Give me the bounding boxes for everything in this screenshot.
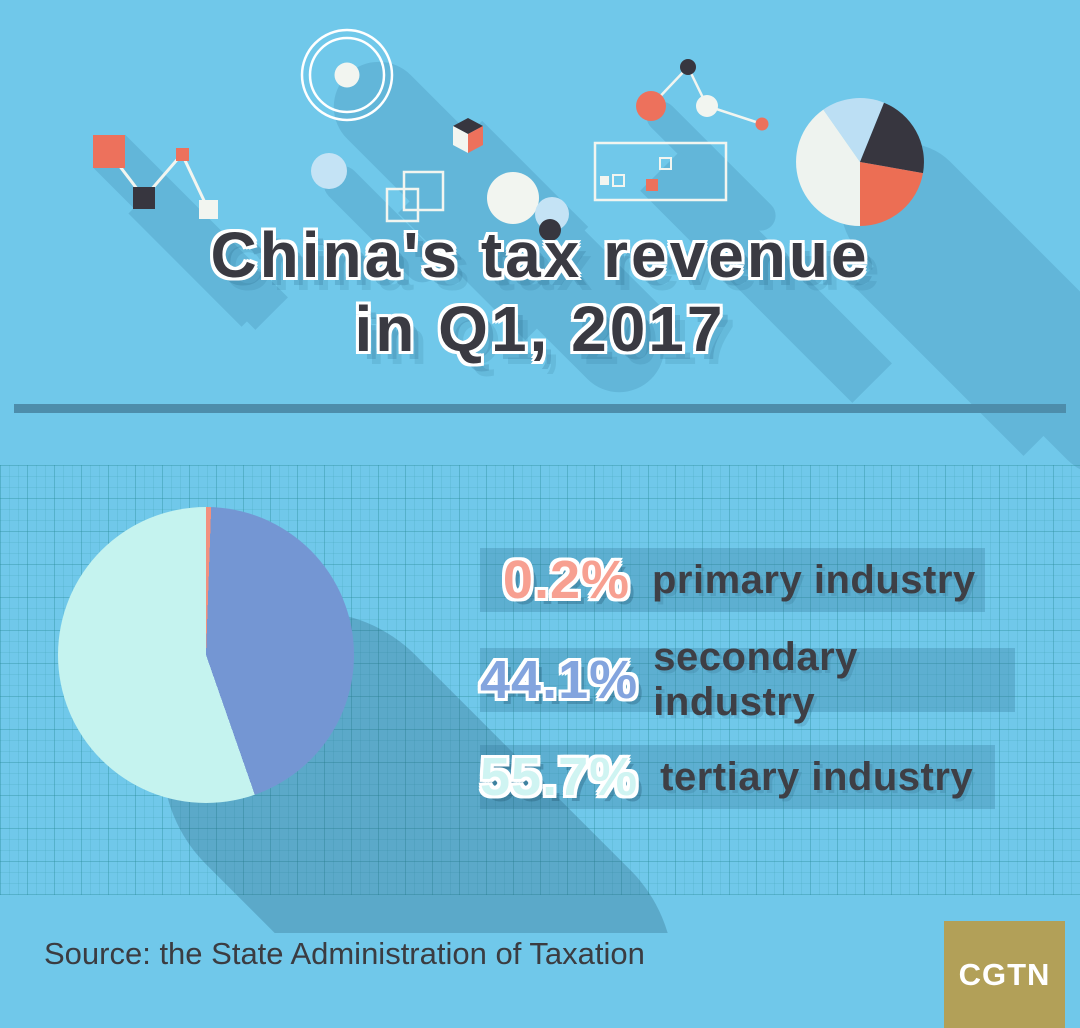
target-circles-icon xyxy=(300,28,394,122)
secondary-label: secondary industry xyxy=(653,635,858,724)
tertiary-percentage: 55.7% xyxy=(480,747,639,807)
secondary-percentage: 44.1% xyxy=(480,650,639,710)
primary-label: primary industry xyxy=(652,557,976,602)
decorative-shapes xyxy=(92,28,1080,470)
stats-rectangle-icon xyxy=(593,141,728,202)
cgtn-logo-text: CGTN xyxy=(958,956,1051,992)
cgtn-logo: CGTN xyxy=(944,921,1065,1028)
cube-icon xyxy=(453,118,483,153)
dot-line-chart-icon xyxy=(636,59,769,131)
pale-circle-icon xyxy=(311,153,347,189)
overlapping-squares-icon xyxy=(385,170,445,223)
primary-percentage: 0.2% xyxy=(502,550,630,610)
source-attribution: Source: the State Administration of Taxa… xyxy=(44,936,645,971)
divider-line xyxy=(14,404,1066,413)
legend-item-tertiary: 55.7% tertiary industry xyxy=(480,745,995,809)
tax-revenue-pie-chart xyxy=(58,507,354,803)
title-line2: in Q1, 2017 xyxy=(354,293,726,365)
tertiary-label: tertiary industry xyxy=(660,754,974,799)
mini-pie-icon xyxy=(796,98,924,226)
legend-item-secondary: 44.1% secondary industry xyxy=(480,635,1015,724)
legend-item-primary: 0.2% primary industry xyxy=(480,548,985,612)
long-shadows xyxy=(92,61,1080,470)
title-line1: China's tax revenue xyxy=(210,219,870,291)
circle-cluster-icon xyxy=(487,172,569,241)
page-title: China's tax revenue in Q1, 2017 xyxy=(0,218,1080,366)
line-chart-icon xyxy=(93,135,218,219)
